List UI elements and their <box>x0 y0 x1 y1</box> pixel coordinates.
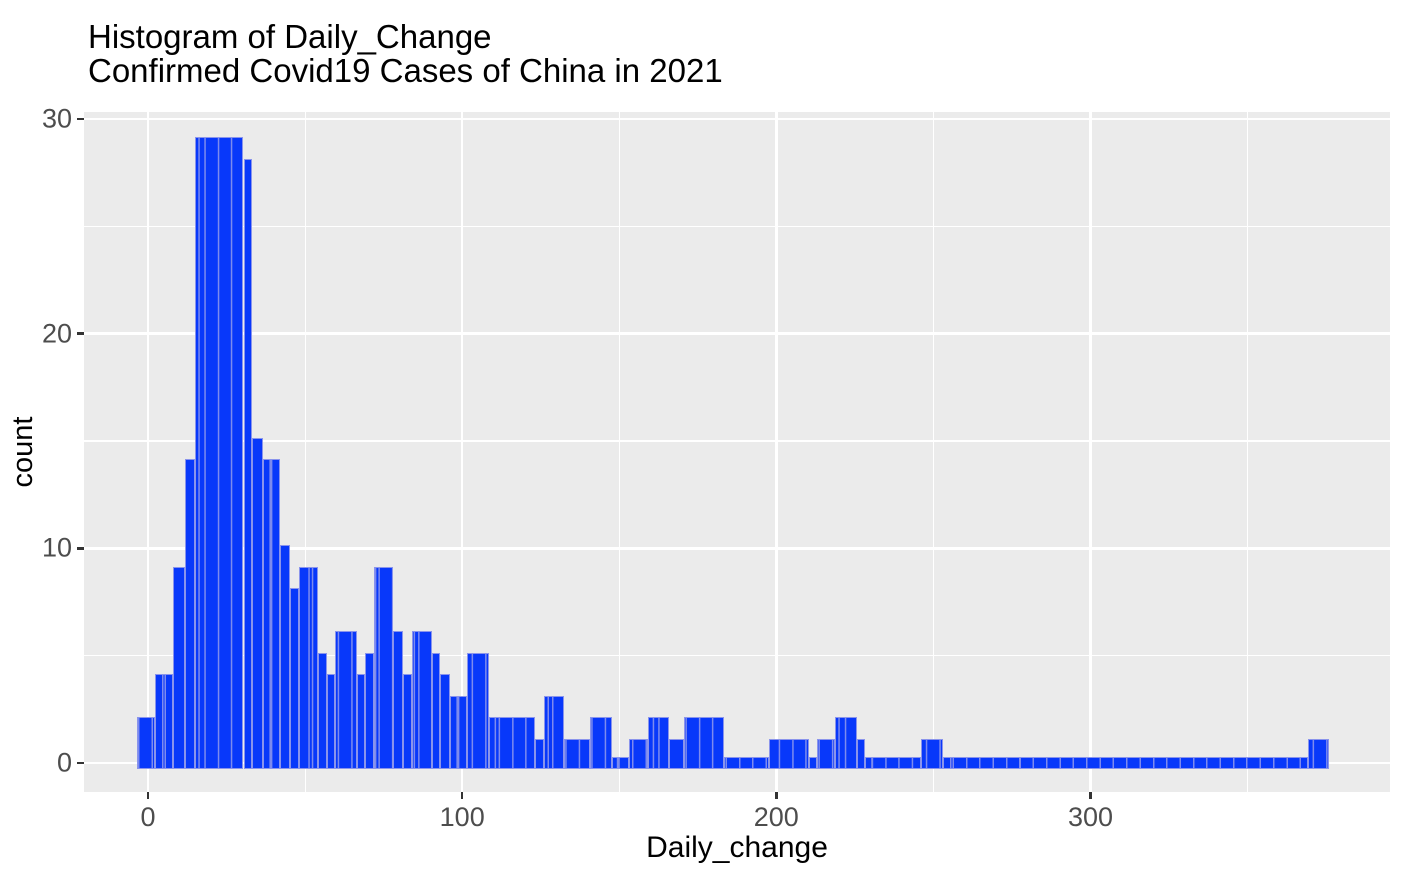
histogram-bar <box>768 738 809 769</box>
y-tick-mark <box>77 547 84 550</box>
histogram-bar <box>173 566 185 769</box>
y-gridline-major <box>84 332 1390 335</box>
histogram-bar <box>402 674 412 769</box>
x-gridline-minor <box>932 112 935 792</box>
y-gridline-major <box>84 117 1390 121</box>
y-gridline-minor <box>84 440 1390 442</box>
histogram-bar <box>263 459 280 769</box>
zero-count-strip <box>723 757 769 769</box>
histogram-bar <box>195 137 244 769</box>
histogram-bar <box>1307 738 1329 769</box>
histogram-bar <box>835 717 858 769</box>
histogram-bar <box>543 695 564 769</box>
x-tick-mark <box>460 792 464 799</box>
histogram-bar <box>365 652 374 769</box>
x-gridline-major <box>460 112 464 792</box>
y-tick-mark <box>77 117 84 121</box>
x-axis-title: Daily_change <box>646 831 828 864</box>
histogram-bar <box>590 717 613 769</box>
histogram-bar <box>356 674 366 769</box>
x-tick-label: 100 <box>439 802 485 832</box>
histogram-bar <box>817 738 836 769</box>
x-gridline-major <box>1089 112 1092 792</box>
x-gridline-minor <box>618 112 620 792</box>
histogram-bar <box>243 158 252 769</box>
histogram-bar <box>450 695 467 769</box>
plot-title: Histogram of Daily_Change Confirmed Covi… <box>88 20 723 88</box>
zero-count-strip <box>942 757 1308 769</box>
histogram-bar <box>920 738 943 769</box>
x-tick-label: 300 <box>1067 802 1114 832</box>
histogram-bar <box>648 717 669 769</box>
zero-count-strip <box>865 757 921 769</box>
histogram-bar <box>857 738 866 769</box>
y-gridline-major <box>84 547 1390 550</box>
plot-title-line1: Histogram of Daily_Change <box>88 18 492 55</box>
histogram-bar <box>411 631 432 769</box>
histogram-bar <box>535 738 544 769</box>
x-gridline-minor <box>304 112 306 792</box>
y-tick-label: 10 <box>41 532 72 563</box>
x-tick-mark <box>775 792 778 799</box>
x-tick-label: 200 <box>753 802 799 832</box>
histogram-bar <box>440 674 451 769</box>
x-tick-mark <box>146 792 150 799</box>
histogram-bar <box>251 438 264 769</box>
zero-count-strip <box>612 757 629 769</box>
histogram-bar <box>466 652 489 769</box>
histogram-bar <box>335 631 357 769</box>
histogram-bar <box>298 566 319 769</box>
y-tick-label: 30 <box>41 103 72 134</box>
histogram-bar <box>290 588 299 769</box>
histogram-bar <box>154 674 174 769</box>
x-gridline-major <box>775 112 778 792</box>
histogram-bar <box>373 566 394 769</box>
y-tick-label: 20 <box>41 318 72 349</box>
histogram-bar <box>136 717 155 769</box>
plot-panel <box>84 112 1390 792</box>
plot-title-line2: Confirmed Covid19 Cases of China in 2021 <box>88 52 723 89</box>
histogram-bar <box>318 652 327 769</box>
y-gridline-minor <box>84 655 1390 657</box>
x-gridline-major <box>146 112 150 792</box>
histogram-bar <box>488 717 536 769</box>
zero-count-strip <box>808 757 818 769</box>
y-tick-mark <box>77 761 84 765</box>
y-tick-mark <box>77 332 84 335</box>
x-gridline-minor <box>1247 112 1249 792</box>
y-axis-title: count <box>7 416 39 488</box>
x-tick-label: 0 <box>140 802 156 832</box>
x-tick-mark <box>1089 792 1092 799</box>
histogram-bar <box>280 545 291 769</box>
histogram-bar <box>326 674 336 769</box>
histogram-bar <box>628 738 649 769</box>
y-tick-label: 0 <box>56 747 72 778</box>
histogram-bar <box>431 652 441 769</box>
histogram-bar <box>683 717 724 769</box>
histogram-bar <box>393 631 403 769</box>
histogram-bar <box>563 738 591 769</box>
histogram-bar <box>185 459 196 769</box>
histogram-bar <box>668 738 684 769</box>
y-gridline-minor <box>84 225 1390 227</box>
